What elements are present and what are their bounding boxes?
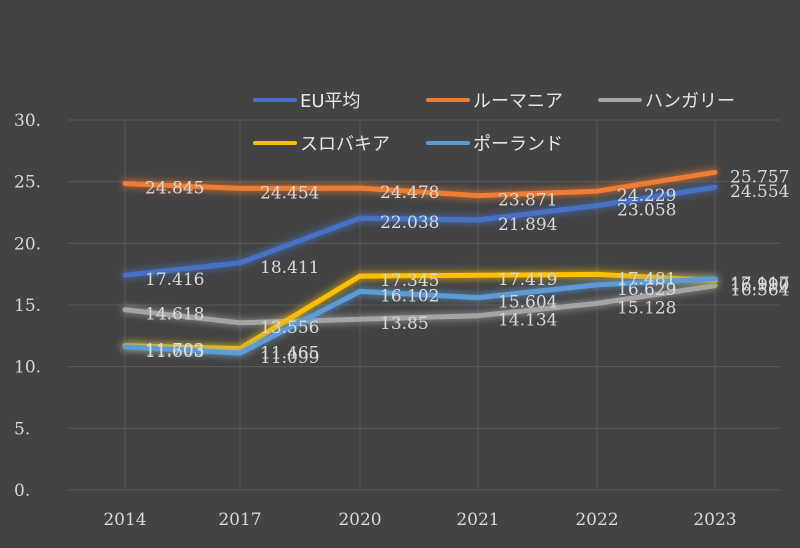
y-tick-label: 5. (14, 419, 30, 439)
data-label: 16.990 (730, 275, 789, 295)
data-label: 25.757 (730, 167, 789, 187)
data-label: 22.038 (380, 213, 439, 233)
data-label: 23.058 (617, 201, 676, 221)
data-label: 21.894 (498, 215, 557, 235)
x-axis-ticks: 2014 2017 2020 2021 2022 2023 (103, 510, 736, 530)
data-label: 24.845 (145, 179, 204, 199)
y-tick-label: 25. (14, 173, 41, 193)
data-label: 14.618 (145, 305, 204, 325)
gridlines (68, 119, 780, 491)
data-label: 17.419 (498, 270, 557, 290)
data-label: 24.229 (617, 186, 676, 206)
data-label: 23.871 (498, 191, 557, 211)
data-label: 17.117 (730, 274, 789, 294)
data-label: 16.564 (730, 281, 789, 301)
data-label: 11.703 (145, 341, 204, 361)
x-tick-label: 2017 (218, 510, 261, 530)
series-line-2 (122, 283, 718, 326)
data-label: 24.554 (730, 182, 789, 202)
series-lines (122, 169, 718, 356)
data-label: 13.85 (380, 314, 429, 334)
series-line-1 (122, 169, 718, 199)
data-label: 14.134 (498, 311, 557, 331)
data-label: 13.556 (260, 318, 319, 338)
data-label: 24.454 (260, 183, 319, 203)
series-line-0 (122, 184, 718, 278)
legend-label: ルーマニア (473, 91, 563, 112)
data-label: 18.411 (260, 258, 319, 278)
data-label: 16.102 (380, 286, 439, 306)
legend-label: ハンガリー (645, 91, 735, 112)
x-tick-label: 2022 (575, 510, 618, 530)
data-labels: 17.416 18.411 22.038 21.894 23.058 24.554 24.8… (145, 167, 789, 368)
series-line-4 (122, 276, 718, 356)
data-label: 15.128 (617, 298, 676, 318)
data-label: 11.465 (260, 344, 319, 364)
x-tick-label: 2014 (103, 510, 146, 530)
legend-label: ポーランド (473, 134, 563, 155)
data-label: 11.099 (260, 348, 319, 368)
data-label: 11.603 (145, 342, 204, 362)
y-tick-label: 15. (14, 296, 41, 316)
y-axis-ticks: 0. 5. 10. 15. 20. 25. 30. (14, 111, 41, 501)
y-tick-label: 30. (14, 111, 41, 131)
legend-label: スロバキア (300, 134, 390, 155)
data-label: 15.604 (498, 293, 557, 313)
x-tick-label: 2021 (456, 510, 499, 530)
data-label: 17.416 (145, 270, 204, 290)
data-label: 17.345 (380, 271, 439, 291)
x-tick-label: 2020 (338, 510, 381, 530)
data-label: 24.478 (380, 183, 439, 203)
y-tick-label: 0. (14, 481, 30, 501)
legend-label: EU平均 (300, 91, 361, 112)
y-tick-label: 10. (14, 358, 41, 378)
data-label: 16.629 (617, 280, 676, 300)
data-label: 17.481 (617, 269, 676, 289)
y-tick-label: 20. (14, 234, 41, 254)
series-line-3 (122, 271, 718, 352)
x-tick-label: 2023 (693, 510, 736, 530)
